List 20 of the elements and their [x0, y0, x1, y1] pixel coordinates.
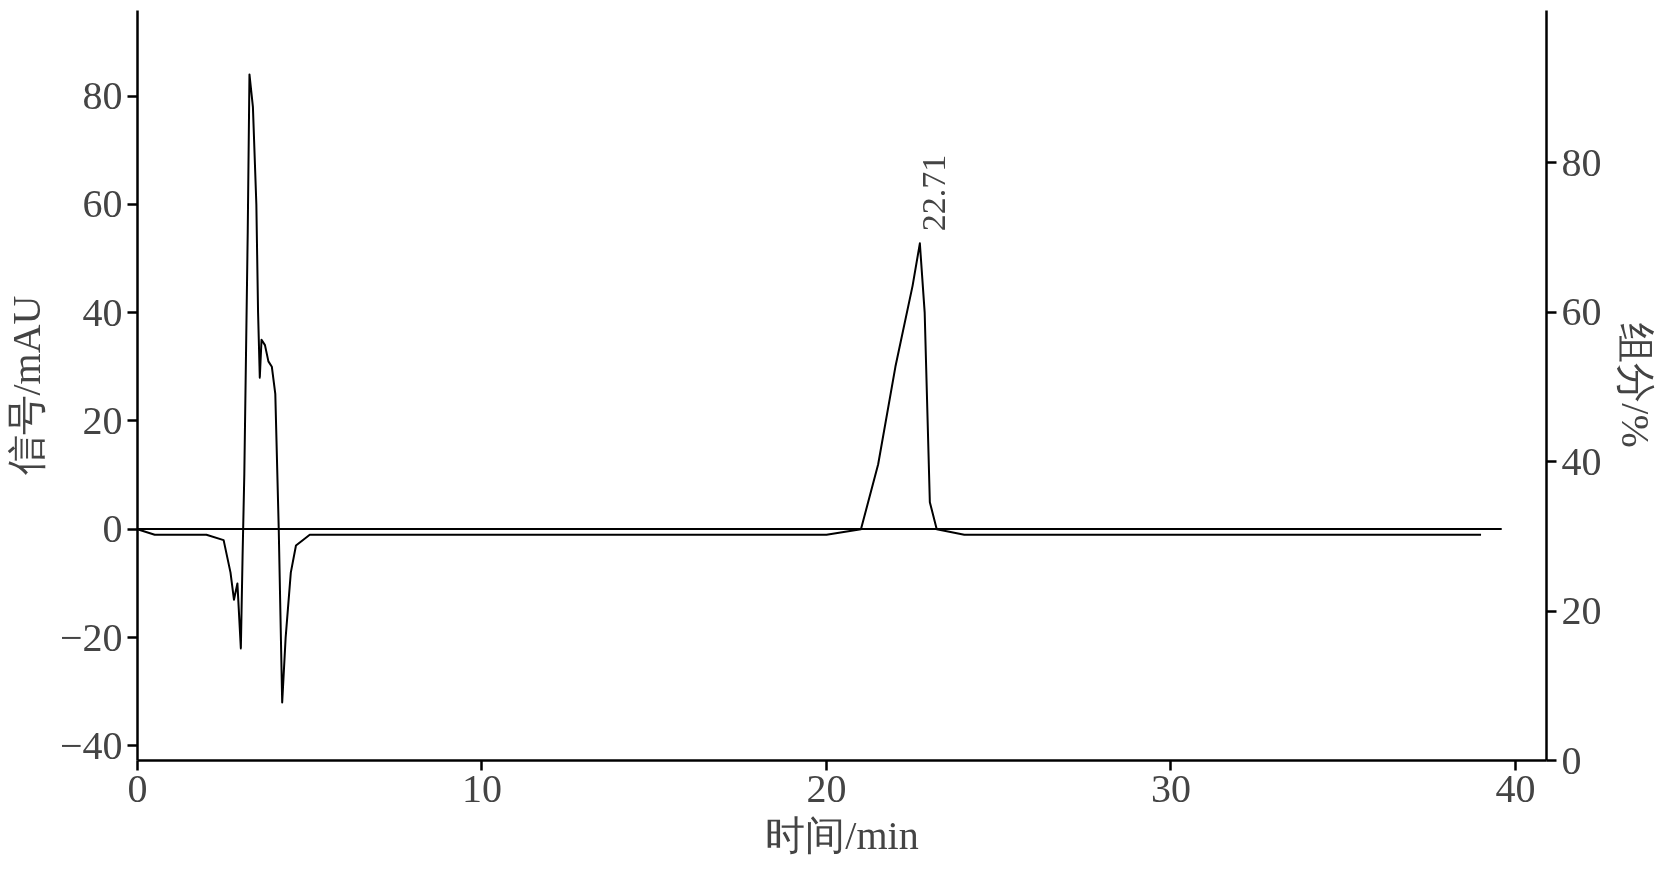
y-axis-title: 信号/mAU [3, 295, 49, 476]
y-tick-label: −40 [59, 722, 123, 768]
y-tick-label: 0 [102, 506, 123, 552]
y-tick-label: 40 [82, 289, 123, 335]
x-tick-label: 30 [1151, 765, 1191, 811]
x-tick-label: 40 [1495, 765, 1536, 811]
y2-axis-title: 组分/% [1612, 323, 1658, 448]
y-tick-label: 60 [82, 181, 123, 227]
y-tick-label: 20 [82, 397, 123, 443]
y-tick-label: 80 [82, 73, 123, 119]
y-tick-label: −20 [59, 614, 123, 660]
y2-tick-label: 20 [1561, 588, 1602, 634]
y2-tick-label: 60 [1561, 289, 1602, 335]
x-axis-title: 时间/min [765, 812, 919, 858]
x-tick-label: 10 [462, 765, 502, 811]
annotation: 22.71 [914, 154, 952, 232]
y2-tick-label: 40 [1561, 438, 1602, 484]
y2-tick-label: 80 [1561, 139, 1602, 185]
y2-tick-label: 0 [1561, 737, 1582, 783]
x-tick-label: 20 [806, 765, 847, 811]
